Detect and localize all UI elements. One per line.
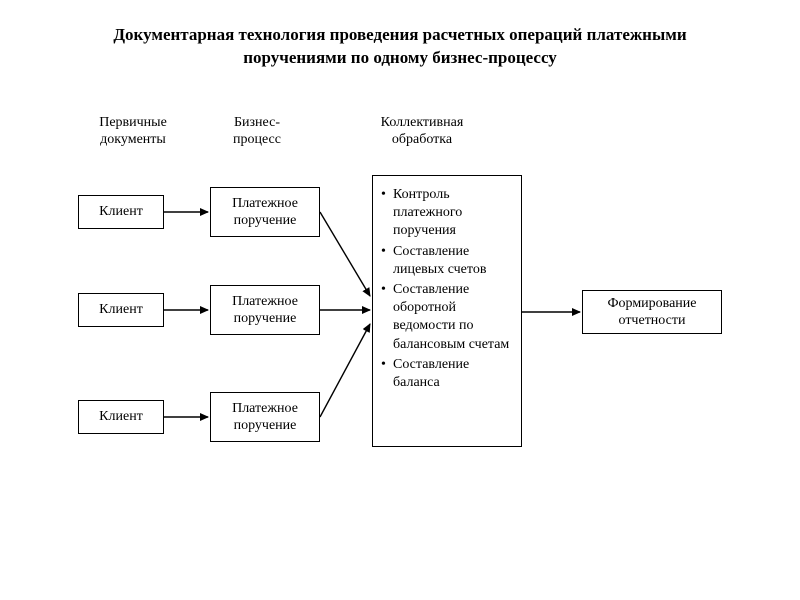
processing-item: Контроль платежного поручения (379, 186, 511, 241)
client-box-1: Клиент (78, 195, 164, 229)
order-box-1: Платежное поручение (210, 187, 320, 237)
column-header-3: Коллективная обработка (352, 115, 492, 149)
order-box-3: Платежное поручение (210, 392, 320, 442)
page-title: Документарная технология проведения расч… (60, 24, 740, 70)
output-box: Формирование отчетности (582, 290, 722, 334)
column-header-2: Бизнес- процесс (212, 115, 302, 149)
processing-item: Составление лицевых счетов (379, 243, 511, 279)
processing-box: Контроль платежного порученияСоставление… (372, 175, 522, 447)
order-box-2: Платежное поручение (210, 285, 320, 335)
client-box-3: Клиент (78, 400, 164, 434)
processing-item: Составление оборотной ведомости по балан… (379, 281, 511, 354)
client-box-2: Клиент (78, 293, 164, 327)
column-header-1: Первичные документы (78, 115, 188, 149)
processing-list: Контроль платежного порученияСоставление… (379, 186, 511, 392)
processing-item: Составление баланса (379, 356, 511, 392)
